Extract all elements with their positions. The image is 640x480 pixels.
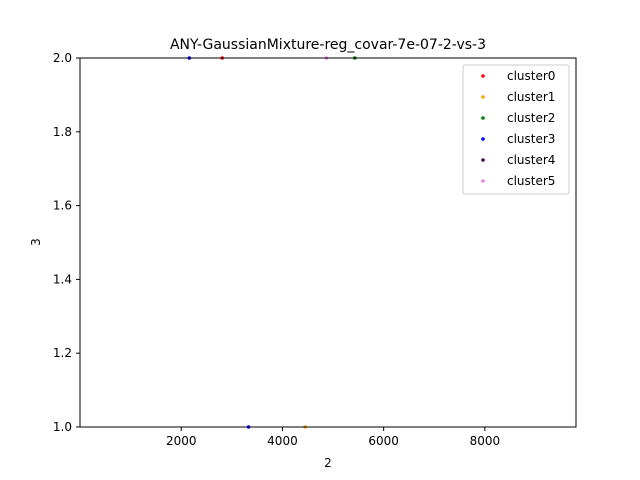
y-tick-label: 1.8 [53,125,72,139]
y-tick-label: 1.6 [53,199,72,213]
y-tick-label: 2.0 [53,51,72,65]
legend-marker-cluster2 [481,116,485,120]
legend-label-cluster0: cluster0 [507,69,555,83]
y-tick-label: 1.4 [53,272,72,286]
legend-marker-cluster4 [481,158,485,162]
y-axis-label: 3 [29,238,43,246]
x-tick-label: 4000 [267,434,298,448]
legend: cluster0 cluster1 cluster2 cluster3 cluster4… [462,64,570,195]
legend-label-cluster3: cluster3 [507,132,555,146]
x-tick-label: 6000 [368,434,399,448]
legend-marker-cluster0 [481,74,485,78]
x-tick-label: 8000 [470,434,501,448]
axes-frame [79,57,577,428]
x-axis: 2000 4000 6000 8000 [166,427,500,448]
x-axis-label: 2 [324,456,332,470]
legend-marker-cluster3 [481,137,485,141]
y-tick-label: 1.0 [53,420,72,434]
legend-marker-cluster5 [481,179,485,183]
legend-box [462,64,570,195]
legend-label-cluster4: cluster4 [507,153,555,167]
legend-label-cluster1: cluster1 [507,90,555,104]
y-axis: 1.0 1.2 1.4 1.6 1.8 2.0 [53,51,80,434]
legend-label-cluster2: cluster2 [507,111,555,125]
x-tick-label: 2000 [166,434,197,448]
chart-title: ANY-GaussianMixture-reg_covar-7e-07-2-vs… [170,37,486,53]
y-tick-label: 1.2 [53,346,72,360]
legend-marker-cluster1 [481,95,485,99]
legend-label-cluster5: cluster5 [507,174,555,188]
